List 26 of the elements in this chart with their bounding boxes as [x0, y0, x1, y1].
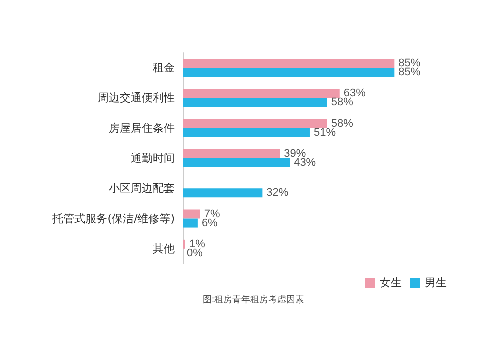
legend-label: 女生 [380, 276, 402, 290]
data-label: 39% [284, 148, 306, 160]
text: 图:租房青年租房考虑因素 [203, 294, 305, 304]
data-label: 58% [331, 96, 354, 109]
bar [183, 188, 263, 198]
y-tick-label: 租金 [153, 62, 175, 75]
legend-label: 男生 [425, 276, 447, 290]
bar [183, 210, 200, 219]
bar [183, 68, 395, 78]
y-tick-label: 托管式服务(保洁/维修等) [52, 212, 175, 226]
bar [183, 119, 328, 128]
bar [183, 218, 198, 228]
y-tick-label: 房屋居住条件 [109, 122, 175, 135]
data-label: 43% [294, 157, 316, 169]
bar [183, 150, 280, 158]
y-tick-label: 其他 [153, 242, 175, 256]
bar [183, 98, 328, 108]
bar [183, 89, 340, 98]
data-label: 85% [398, 66, 421, 79]
y-tick-label: 周边交通便利性 [98, 92, 175, 105]
y-tick-label: 通勤时间 [131, 152, 175, 165]
y-tick-label: 小区周边配套 [109, 182, 175, 196]
bar [183, 128, 310, 138]
bar [183, 59, 395, 68]
bar [183, 158, 290, 168]
data-label: 32% [266, 187, 289, 200]
